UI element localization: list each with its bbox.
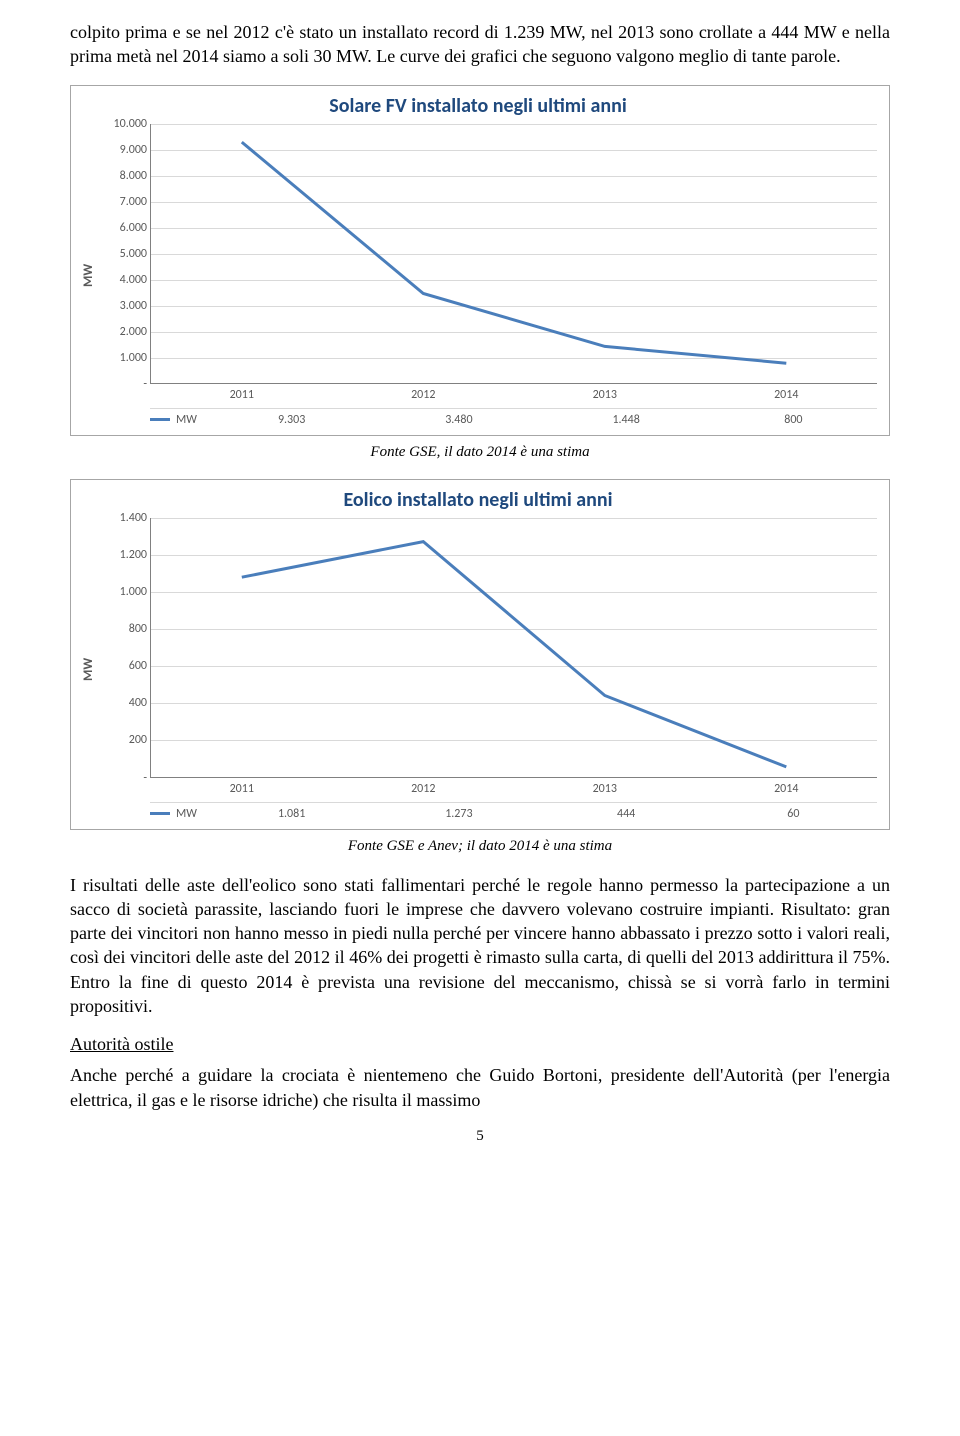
- chart-wind-ylabel: MW: [79, 518, 98, 821]
- y-tick-label: 10.000: [103, 117, 147, 131]
- y-tick-label: 8.000: [103, 169, 147, 183]
- chart-wind: Eolico installato negli ultimi anni MW -…: [70, 479, 890, 830]
- y-tick-label: 400: [103, 696, 147, 710]
- legend-value: 444: [543, 803, 710, 821]
- chart-solar-ylabel: MW: [79, 124, 98, 427]
- legend-value: 9.303: [208, 409, 375, 427]
- intro-paragraph: colpito prima e se nel 2012 c'è stato un…: [70, 20, 890, 69]
- legend-swatch: [150, 418, 170, 421]
- chart-solar: Solare FV installato negli ultimi anni M…: [70, 85, 890, 436]
- x-tick-label: 2014: [696, 780, 878, 798]
- y-tick-label: -: [103, 377, 147, 391]
- chart-solar-caption: Fonte GSE, il dato 2014 è una stima: [70, 444, 890, 461]
- chart-solar-legend: MW 9.3033.4801.448800: [150, 408, 877, 427]
- chart-line: [151, 124, 877, 384]
- y-tick-label: 6.000: [103, 221, 147, 235]
- chart-line: [151, 518, 877, 778]
- y-tick-label: 2.000: [103, 325, 147, 339]
- x-tick-label: 2012: [333, 386, 515, 404]
- x-tick-label: 2014: [696, 386, 878, 404]
- section-heading: Autorità ostile: [70, 1034, 890, 1055]
- y-tick-label: 4.000: [103, 273, 147, 287]
- results-paragraph: I risultati delle aste dell'eolico sono …: [70, 873, 890, 1019]
- y-tick-label: -: [103, 771, 147, 785]
- chart-wind-legend: MW 1.0811.27344460: [150, 802, 877, 821]
- y-tick-label: 600: [103, 659, 147, 673]
- x-tick-label: 2011: [151, 780, 333, 798]
- y-tick-label: 3.000: [103, 299, 147, 313]
- y-tick-label: 1.000: [103, 351, 147, 365]
- y-tick-label: 1.200: [103, 548, 147, 562]
- chart-solar-xaxis: 2011201220132014: [150, 386, 877, 404]
- x-tick-label: 2011: [151, 386, 333, 404]
- x-tick-label: 2013: [514, 780, 696, 798]
- chart-solar-plot: -1.0002.0003.0004.0005.0006.0007.0008.00…: [150, 124, 877, 384]
- x-tick-label: 2013: [514, 386, 696, 404]
- chart-wind-title: Eolico installato negli ultimi anni: [79, 488, 877, 512]
- page-number: 5: [70, 1128, 890, 1145]
- chart-wind-plot: -2004006008001.0001.2001.400: [150, 518, 877, 778]
- legend-value: 1.448: [543, 409, 710, 427]
- legend-value: 3.480: [375, 409, 542, 427]
- y-tick-label: 7.000: [103, 195, 147, 209]
- y-tick-label: 800: [103, 622, 147, 636]
- y-tick-label: 200: [103, 733, 147, 747]
- y-tick-label: 1.000: [103, 585, 147, 599]
- legend-value: 1.273: [375, 803, 542, 821]
- legend-value: 1.081: [208, 803, 375, 821]
- chart-solar-title: Solare FV installato negli ultimi anni: [79, 94, 877, 118]
- authority-paragraph: Anche perché a guidare la crociata è nie…: [70, 1063, 890, 1112]
- y-tick-label: 9.000: [103, 143, 147, 157]
- chart-wind-xaxis: 2011201220132014: [150, 780, 877, 798]
- y-tick-label: 5.000: [103, 247, 147, 261]
- legend-swatch: [150, 812, 170, 815]
- legend-value: 60: [710, 803, 877, 821]
- legend-label: MW: [176, 413, 197, 427]
- y-tick-label: 1.400: [103, 511, 147, 525]
- legend-value: 800: [710, 409, 877, 427]
- chart-wind-caption: Fonte GSE e Anev; il dato 2014 è una sti…: [70, 838, 890, 855]
- legend-label: MW: [176, 807, 197, 821]
- x-tick-label: 2012: [333, 780, 515, 798]
